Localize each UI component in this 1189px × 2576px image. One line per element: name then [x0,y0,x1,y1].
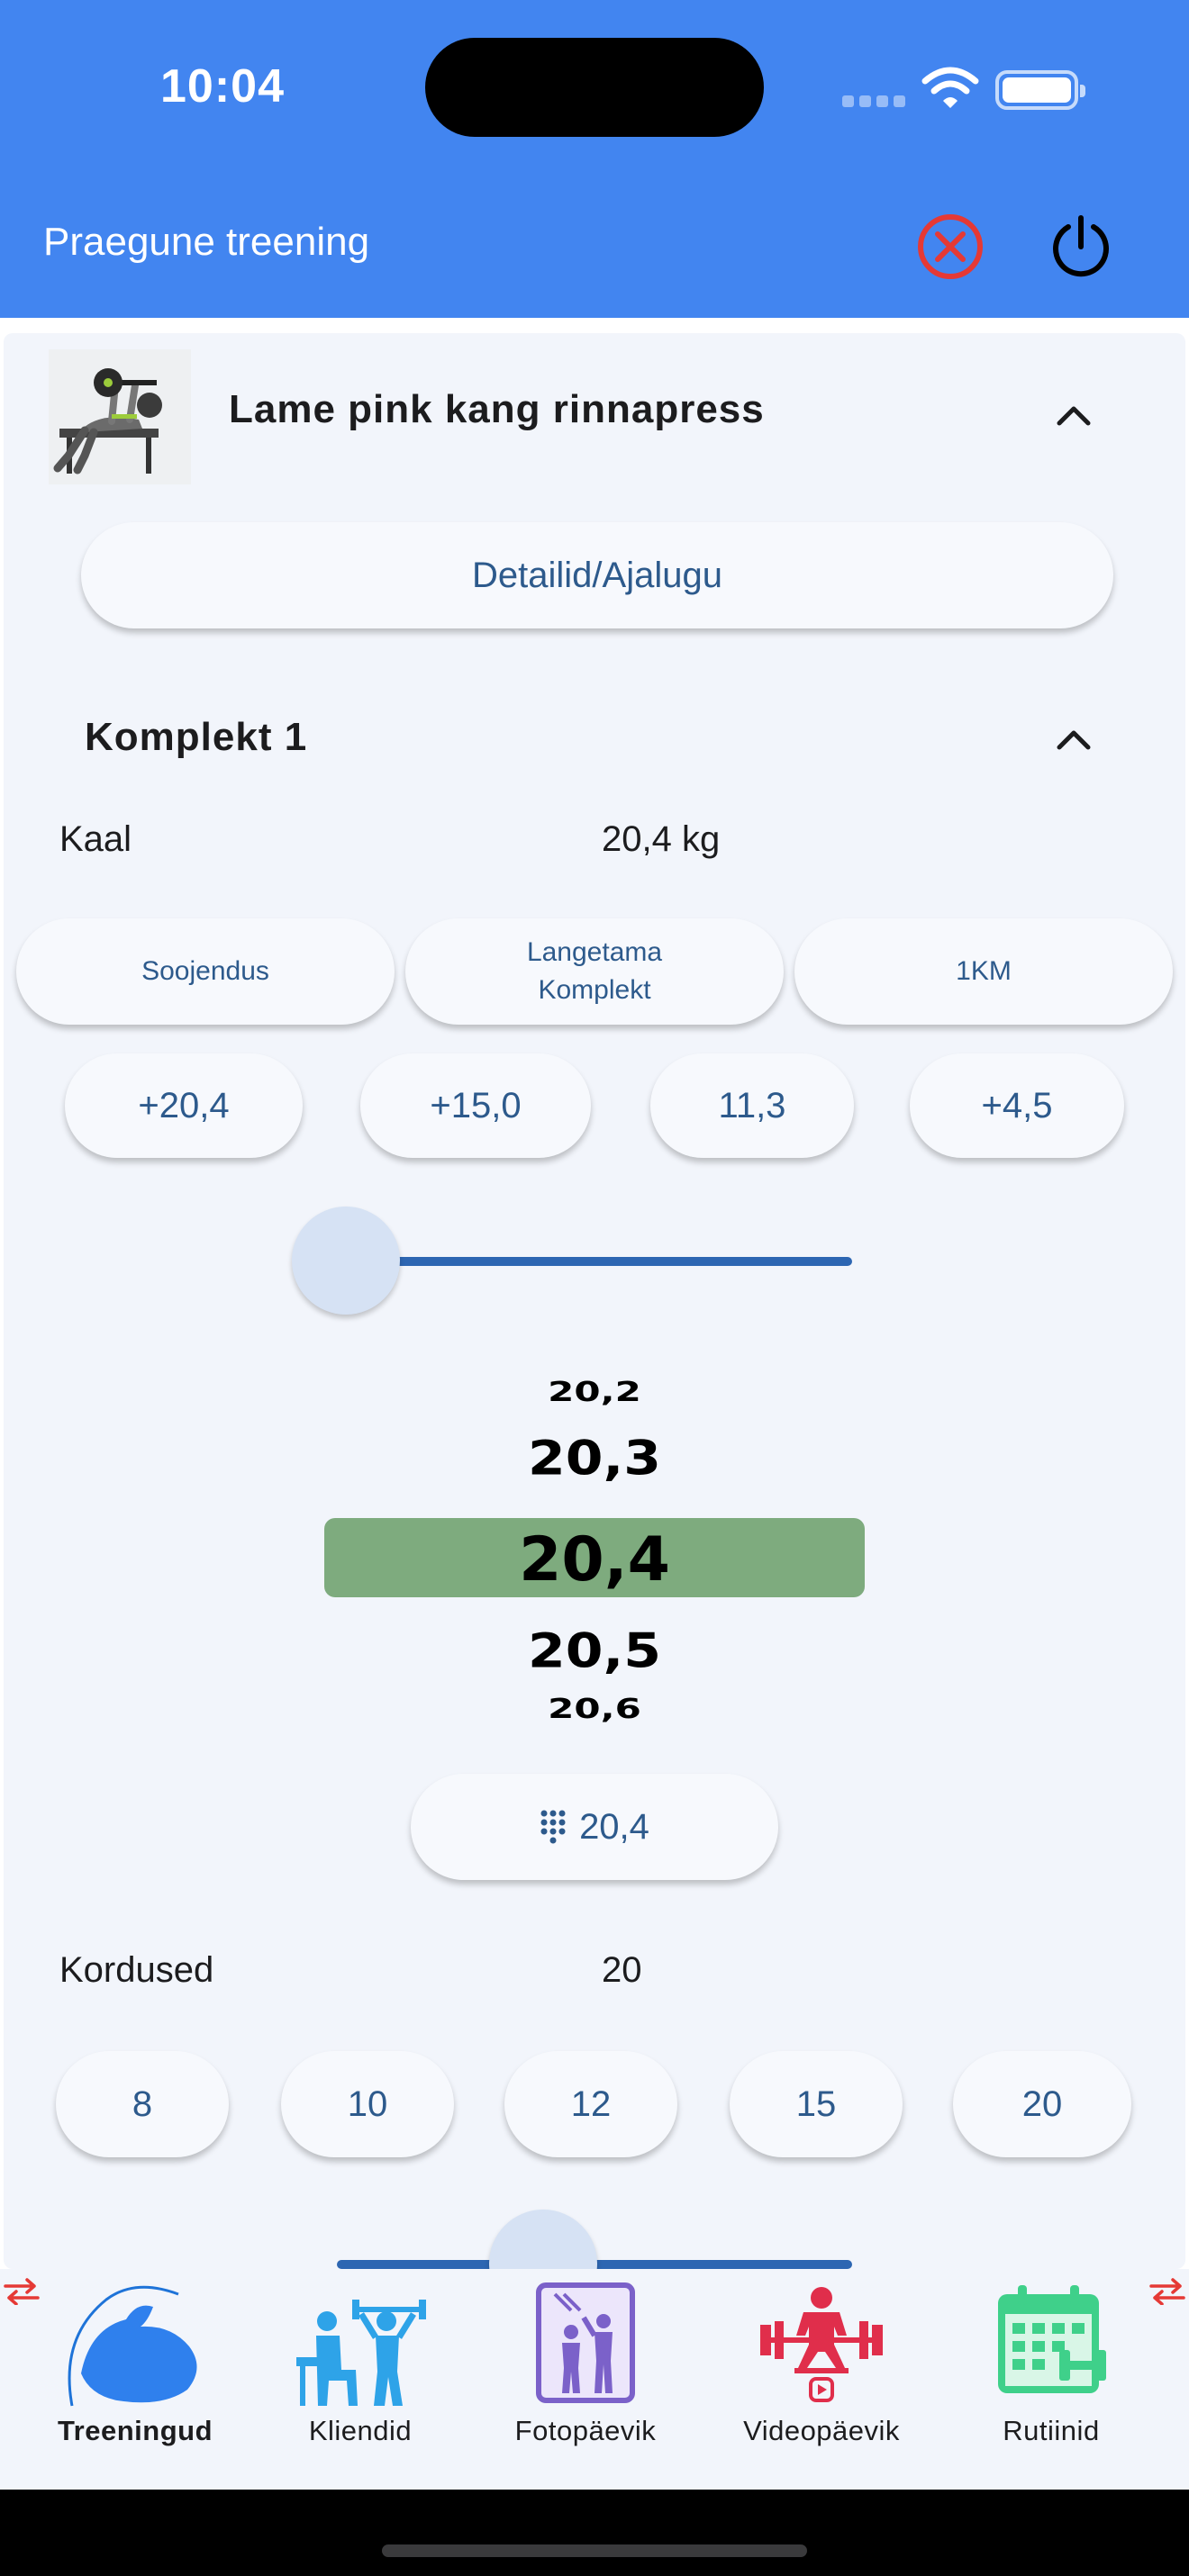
cancel-workout-button[interactable] [912,209,988,285]
home-indicator-area [0,2490,1189,2576]
weight-increment-button-2[interactable]: +15,0 [360,1053,591,1158]
weight-increment-button-4[interactable]: +4,5 [910,1053,1124,1158]
biceps-icon [68,2285,197,2407]
battery-icon [995,70,1085,110]
cellular-signal-icon [842,95,905,107]
weight-slider-track[interactable] [346,1257,852,1266]
nav-label-routines: Rutiinid [1003,2415,1100,2446]
exercise-thumbnail [49,349,191,484]
swap-arrows-icon-right[interactable] [1149,2278,1185,2305]
weightlifter-video-icon [760,2287,883,2402]
end-workout-button[interactable] [1041,207,1121,286]
one-rep-max-button[interactable]: 1KM [794,918,1173,1025]
manual-weight-value: 20,4 [579,1806,649,1847]
set-title: Komplekt 1 [85,715,308,759]
picker-item[interactable]: 20,3 [527,1431,662,1487]
warmup-set-label: Soojendus [141,956,269,986]
bottom-navigation: Treeningud Kliendid [0,2269,1189,2490]
one-rep-max-label: 1KM [956,956,1012,986]
picker-item[interactable]: 20,5 [527,1623,662,1679]
collapse-set-chevron-up-icon[interactable] [1054,726,1094,753]
wifi-icon [921,67,979,108]
drop-set-button[interactable]: Langetama Komplekt [405,918,784,1025]
weight-label: Kaal [59,819,132,859]
nav-tab-workouts[interactable]: Treeningud [36,2269,234,2490]
warmup-set-button[interactable]: Soojendus [16,918,395,1025]
home-indicator[interactable] [382,2544,807,2557]
details-history-button[interactable]: Detailid/Ajalugu [81,522,1113,628]
bench-press-illustration [53,368,162,475]
nav-label-workouts: Treeningud [57,2415,213,2446]
rep-option-button[interactable]: 10 [281,2051,454,2157]
rep-option-button[interactable]: 20 [953,2051,1131,2157]
power-icon [1053,215,1109,277]
weight-increment-button-1[interactable]: +20,4 [65,1053,303,1158]
drop-set-label-line2: Komplekt [538,975,651,1005]
drop-set-label-line1: Langetama [526,937,663,967]
nav-label-clients: Kliendid [308,2415,413,2446]
nav-tab-clients[interactable]: Kliendid [270,2269,450,2490]
mirror-photo-icon [536,2282,635,2403]
rep-option-button[interactable]: 15 [730,2051,903,2157]
trainer-client-icon [296,2300,426,2406]
picker-item[interactable]: 20,6 [548,1692,641,1725]
weight-slider-thumb[interactable] [292,1207,400,1315]
nav-tab-video-diary[interactable]: Videopäevik [721,2269,922,2490]
collapse-exercise-chevron-up-icon[interactable] [1054,402,1094,429]
calendar-dumbbell-icon [998,2285,1106,2393]
reps-slider-thumb[interactable] [488,2210,597,2269]
nav-label-photo-diary: Fotopäevik [514,2415,657,2446]
exercise-name: Lame pink kang rinnapress [229,387,765,431]
dynamic-island [425,38,764,137]
nav-tab-routines[interactable]: Rutiinid [957,2269,1146,2490]
status-icons [842,65,1085,110]
rep-option-button[interactable]: 8 [56,2051,229,2157]
weight-value: 20,4 kg [602,819,721,859]
nav-label-video-diary: Videopäevik [743,2415,900,2446]
picker-selection-highlight [324,1518,865,1597]
reps-label: Kordused [59,1950,214,1990]
manual-weight-entry-button[interactable]: 20,4 [411,1774,778,1880]
weight-picker-wheel[interactable]: 20,2 20,3 20,4 20,5 20,6 [324,1364,865,1787]
cancel-circle-icon [918,214,983,279]
picker-item-selected[interactable]: 20,4 [519,1524,670,1595]
swap-arrows-icon-left[interactable] [4,2278,40,2305]
rep-option-button[interactable]: 12 [504,2051,677,2157]
picker-item[interactable]: 20,2 [548,1375,641,1408]
status-time: 10:04 [160,60,285,113]
exercise-card: Lame pink kang rinnapress Detailid/Ajalu… [4,333,1185,2269]
nav-tab-photo-diary[interactable]: Fotopäevik [494,2269,677,2490]
app-header: 10:04 Praegune treening [0,0,1189,318]
page-title: Praegune treening [43,220,370,264]
keypad-icon [540,1810,566,1844]
reps-value: 20 [602,1950,642,1990]
weight-increment-button-3[interactable]: 11,3 [650,1053,854,1158]
